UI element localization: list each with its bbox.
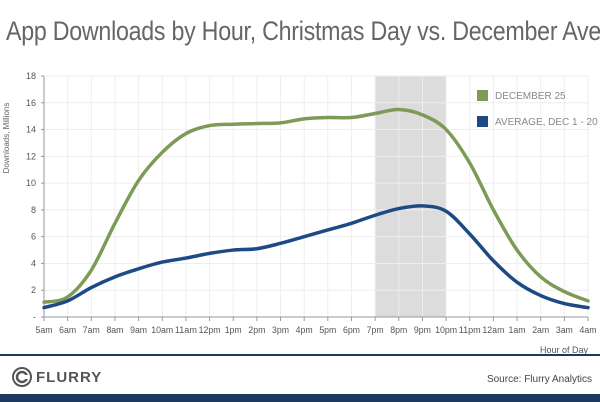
y-tick-label: 4 <box>31 258 36 268</box>
y-tick-label: 14 <box>26 125 36 135</box>
footer-bar <box>0 394 600 402</box>
y-tick-label: 8 <box>31 205 36 215</box>
flurry-logo-icon <box>12 367 32 387</box>
x-tick-label: 2am <box>532 325 549 335</box>
legend-swatch-1 <box>477 116 488 127</box>
x-tick-label: 11pm <box>459 325 481 335</box>
x-tick-label: 2pm <box>248 325 265 335</box>
footer-divider <box>0 354 600 356</box>
x-tick-label: 7pm <box>367 325 384 335</box>
y-tick-label: 18 <box>26 71 36 81</box>
x-tick-label: 12pm <box>199 325 221 335</box>
x-tick-label: 6pm <box>343 325 360 335</box>
series-line-1 <box>42 204 590 310</box>
x-tick-label: 7am <box>83 325 100 335</box>
legend-label-0: DECEMBER 25 <box>495 91 566 102</box>
y-tick-label: - <box>33 312 36 322</box>
x-tick-label: 3pm <box>272 325 289 335</box>
x-tick-label: 8am <box>106 325 123 335</box>
x-tick-label: 10pm <box>435 325 457 335</box>
x-tick-label: 5am <box>36 325 53 335</box>
x-tick-label: 10am <box>151 325 173 335</box>
x-tick-label: 1pm <box>225 325 242 335</box>
y-tick-label: 10 <box>26 178 36 188</box>
chart-title: App Downloads by Hour, Christmas Day vs.… <box>6 16 600 46</box>
x-tick-label: 1am <box>509 325 526 335</box>
x-tick-label: 5pm <box>319 325 336 335</box>
x-tick-label: 6am <box>59 325 76 335</box>
x-tick-label: 9am <box>130 325 147 335</box>
legend-swatch-0 <box>477 90 488 101</box>
y-tick-label: 12 <box>26 151 36 161</box>
flurry-logo: FLURRY <box>12 367 102 387</box>
y-tick-label: 16 <box>26 98 36 108</box>
y-tick-label: 6 <box>31 232 36 242</box>
x-tick-label: 11am <box>175 325 197 335</box>
y-axis-label: Downloads, Millions <box>2 103 11 174</box>
source-label: Source: Flurry Analytics <box>486 374 592 385</box>
series-line-0 <box>42 107 590 305</box>
legend-label-1: AVERAGE, DEC 1 - 20 <box>495 117 598 128</box>
x-tick-label: 12am <box>482 325 504 335</box>
logo-text: FLURRY <box>36 368 103 386</box>
x-tick-label: 4pm <box>296 325 313 335</box>
highlight-band <box>375 76 447 317</box>
x-tick-label: 3am <box>556 325 573 335</box>
x-tick-label: 8pm <box>390 325 407 335</box>
x-tick-label: 9pm <box>414 325 431 335</box>
x-tick-label: 4am <box>580 325 597 335</box>
y-tick-label: 2 <box>31 285 36 295</box>
x-axis-label: Hour of Day <box>540 345 589 355</box>
